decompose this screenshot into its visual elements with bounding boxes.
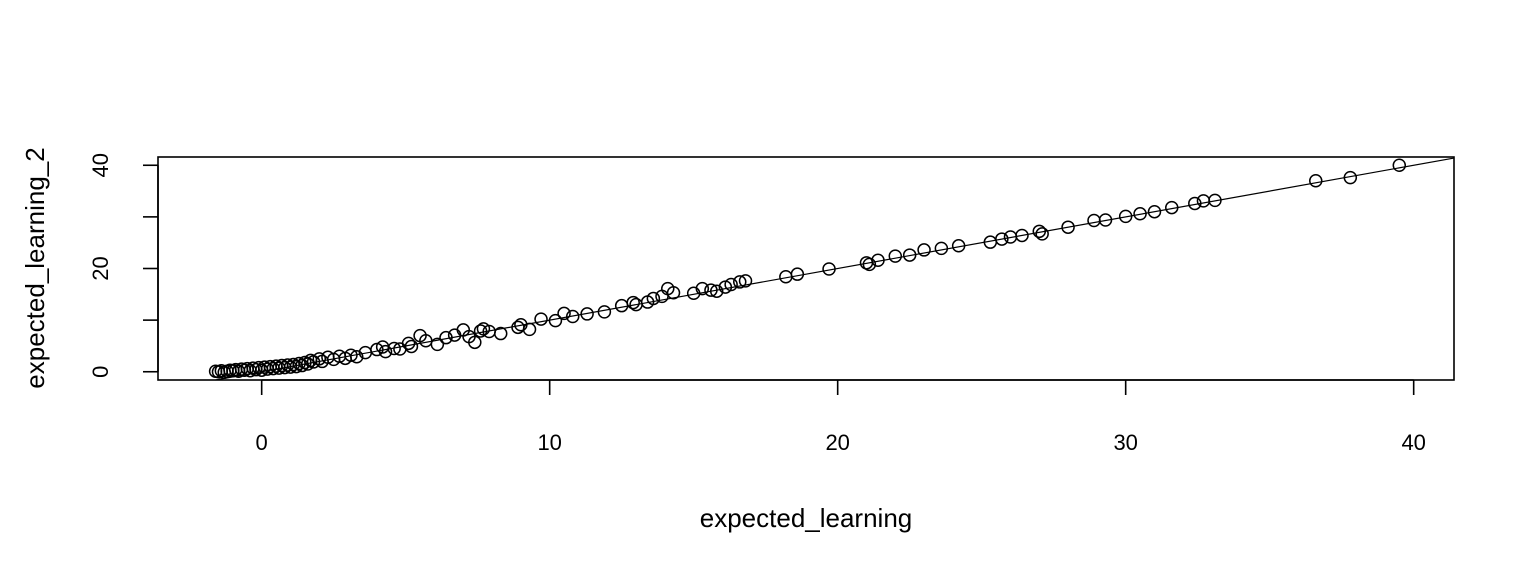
data-point: [1035, 227, 1049, 241]
data-point: [511, 320, 525, 335]
data-point: [522, 322, 537, 337]
data-point: [995, 232, 1009, 246]
data-point: [733, 275, 747, 289]
data-point: [1343, 170, 1358, 185]
data-point: [557, 306, 571, 321]
data-point: [1015, 228, 1029, 243]
data-point: [1087, 213, 1101, 228]
plot-frame: [157, 156, 1455, 381]
x-tick-label: 20: [825, 430, 849, 455]
data-point: [1208, 193, 1222, 208]
data-point: [378, 344, 393, 359]
data-point: [1118, 209, 1133, 224]
data-point: [548, 313, 563, 328]
data-point: [902, 248, 917, 262]
data-point: [301, 357, 315, 371]
data-point: [580, 307, 594, 321]
data-point: [695, 281, 710, 296]
data-point: [738, 274, 753, 288]
data-point: [724, 277, 738, 292]
data-point: [349, 350, 364, 364]
data-point: [626, 295, 640, 310]
data-point: [666, 286, 681, 300]
data-point: [709, 284, 724, 298]
data-point: [447, 328, 462, 342]
data-point: [1098, 213, 1113, 227]
x-tick-label: 30: [1113, 430, 1137, 455]
data-point: [344, 348, 358, 362]
data-point: [1392, 158, 1407, 173]
data-point: [1188, 196, 1202, 211]
data-point: [1309, 173, 1323, 188]
data-point: [401, 336, 416, 351]
data-point: [1133, 207, 1147, 221]
data-point: [1196, 194, 1211, 208]
y-axis-label: expected_learning_2: [20, 147, 50, 388]
data-point: [404, 339, 419, 354]
data-point: [565, 309, 580, 324]
data-point: [439, 330, 453, 345]
data-point: [468, 335, 482, 350]
data-point: [888, 249, 903, 263]
data-point: [862, 257, 877, 272]
data-point: [951, 239, 966, 253]
data-point: [822, 262, 836, 276]
x-axis: 0 10 20 30 40: [256, 379, 1426, 455]
data-point: [1032, 224, 1047, 239]
data-point: [493, 326, 508, 341]
data-point: [1165, 200, 1179, 215]
x-tick-label: 0: [256, 430, 268, 455]
data-point: [473, 324, 488, 338]
data-point: [790, 267, 805, 281]
data-point: [430, 337, 445, 352]
y-tick-label: 40: [88, 153, 113, 177]
y-tick-label: 20: [88, 256, 113, 280]
x-axis-label: expected_learning: [700, 503, 913, 533]
y-axis: 0 20 40: [88, 153, 159, 378]
y-tick-label: 0: [88, 366, 113, 378]
data-point: [917, 243, 931, 257]
data-point: [1061, 220, 1075, 234]
data-point: [934, 241, 949, 256]
data-point: [534, 312, 548, 326]
x-tick-label: 10: [537, 430, 561, 455]
data-point: [704, 283, 718, 297]
data-point: [614, 298, 629, 313]
data-point: [646, 291, 661, 306]
x-tick-label: 40: [1401, 430, 1425, 455]
data-point: [871, 253, 885, 267]
data-point: [1147, 204, 1162, 219]
data-points: [208, 158, 1407, 380]
data-point: [597, 305, 612, 319]
data-point: [387, 341, 401, 356]
data-point: [312, 352, 327, 366]
